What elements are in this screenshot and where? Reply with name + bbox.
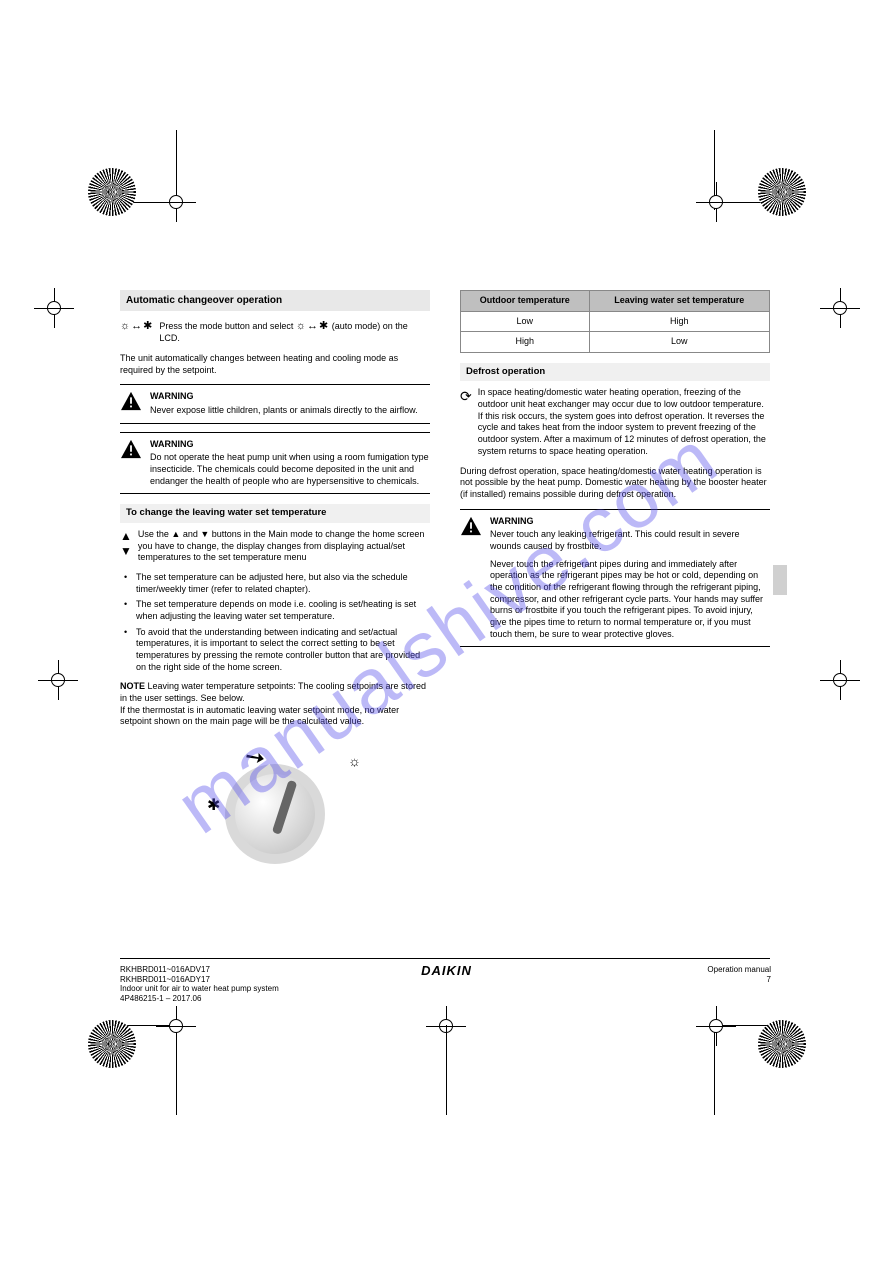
warning-body: Never touch any leaking refrigerant. Thi… xyxy=(490,529,770,552)
table-cell: High xyxy=(589,311,770,332)
warning-box-2: WARNING Do not operate the heat pump uni… xyxy=(120,432,430,495)
registration-cross xyxy=(820,660,860,700)
footer-rule xyxy=(120,958,770,959)
footer-right-text: Operation manual 7 xyxy=(707,965,771,984)
dial-heat-icon: ☼ xyxy=(348,752,361,770)
mode-icons: ☼↔✱ xyxy=(120,319,153,333)
warning-box-1: WARNING Never expose little children, pl… xyxy=(120,384,430,423)
registration-cross xyxy=(156,182,196,222)
dial-cold-icon: ✱ xyxy=(207,796,220,817)
warning-icon xyxy=(460,516,482,536)
registration-sunburst xyxy=(88,1020,136,1068)
brand-logo: DAIKIN xyxy=(421,963,472,978)
defrost-during-text: During defrost operation, space heating/… xyxy=(460,466,770,501)
note-body-2: If the thermostat is in automatic leavin… xyxy=(120,705,430,728)
table-cell: High xyxy=(461,332,590,353)
note-body: Leaving water temperature setpoints: The… xyxy=(120,681,426,703)
table-cell: Low xyxy=(589,332,770,353)
footer-model-text: RKHBRD011~016ADV17 RKHBRD011~016ADY17 In… xyxy=(120,965,279,1003)
registration-cross xyxy=(696,1006,736,1046)
warning-icon xyxy=(120,391,142,411)
model-desc: Indoor unit for air to water heat pump s… xyxy=(120,984,279,1003)
table-row: Low High xyxy=(461,311,770,332)
leaving-water-intro: Use the ▲ and ▼ buttons in the Main mode… xyxy=(138,529,430,564)
registration-sunburst xyxy=(88,168,136,216)
warning-body: Never expose little children, plants or … xyxy=(150,405,430,417)
table-header: Outdoor temperature xyxy=(461,291,590,312)
warning-body: Do not operate the heat pump unit when u… xyxy=(150,452,430,487)
subsection-title-defrost: Defrost operation xyxy=(460,363,770,381)
registration-cross xyxy=(820,288,860,328)
registration-sunburst xyxy=(758,1020,806,1068)
note-heading: NOTE xyxy=(120,681,145,691)
warning-heading: WARNING xyxy=(150,391,430,403)
auto-mode-icon: ☼↔✱ xyxy=(296,320,329,332)
registration-cross xyxy=(696,182,736,222)
table-cell: Low xyxy=(461,311,590,332)
warning-icon xyxy=(120,439,142,459)
table-header: Leaving water set temperature xyxy=(589,291,770,312)
setpoint-table: Outdoor temperature Leaving water set te… xyxy=(460,290,770,353)
defrost-intro: In space heating/domestic water heating … xyxy=(478,387,770,457)
trim-mark xyxy=(446,1025,447,1115)
section-title-auto-changeover: Automatic changeover operation xyxy=(120,290,430,311)
list-item: The set temperature depends on mode i.e.… xyxy=(124,599,430,622)
page-number: 7 xyxy=(707,975,771,985)
manual-label: Operation manual xyxy=(707,965,771,975)
model-line: RKHBRD011~016ADV17 RKHBRD011~016ADY17 xyxy=(120,965,279,984)
subsection-title-leaving-water: To change the leaving water set temperat… xyxy=(120,504,430,522)
table-row: High Low xyxy=(461,332,770,353)
updown-icon: ▲▼ xyxy=(120,529,132,560)
registration-cross xyxy=(38,660,78,700)
dial-figure: ➙ ✱ ☼ xyxy=(195,744,355,874)
page-tab xyxy=(773,565,787,595)
warning-box-3: WARNING Never touch any leaking refriger… xyxy=(460,509,770,648)
registration-cross xyxy=(156,1006,196,1046)
defrost-icon: ⟳ xyxy=(460,387,472,405)
registration-sunburst xyxy=(758,168,806,216)
warning-body-2: Never touch the refrigerant pipes during… xyxy=(490,559,770,641)
warning-heading: WARNING xyxy=(490,516,770,528)
auto-info-text: The unit automatically changes between h… xyxy=(120,353,430,376)
warning-heading: WARNING xyxy=(150,439,430,451)
registration-cross xyxy=(34,288,74,328)
list-item: To avoid that the understanding between … xyxy=(124,627,430,674)
auto-desc-1: Press the mode button and select xyxy=(159,321,296,331)
list-item: The set temperature can be adjusted here… xyxy=(124,572,430,595)
